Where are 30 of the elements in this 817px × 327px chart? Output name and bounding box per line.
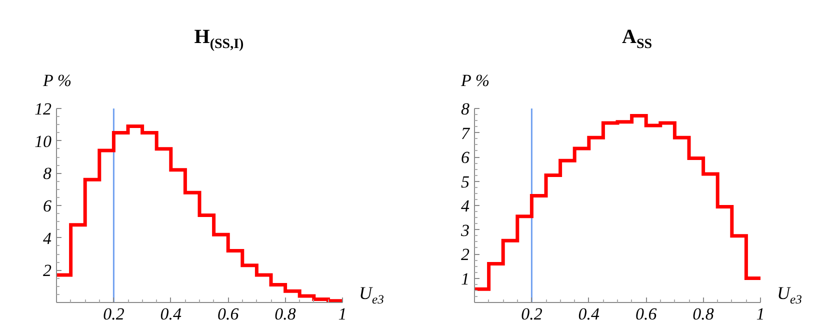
y-tick-label: 7 [461,124,471,143]
x-tick-label: 0.2 [521,304,543,324]
y-tick-label: 6 [43,196,52,216]
y-tick-label: 6 [461,148,470,167]
y-tick-label: 8 [43,164,52,184]
y-axis-title: P % [461,70,490,92]
x-tick-label: 0.4 [160,304,182,324]
x-tick-label: 0.4 [578,304,600,324]
y-tick-label: 8 [461,100,470,118]
x-tick-label: 0.8 [274,304,296,324]
y-tick-label: 5 [461,172,470,192]
x-tick-label: 1 [338,304,347,324]
y-tick-label: 4 [43,228,52,248]
y-tick-label: 2 [43,261,52,280]
x-tick-label: 0.8 [692,304,714,324]
chart-title: A$_{SS}$ [622,25,652,54]
x-tick-label: 1 [756,304,765,324]
y-tick-label: 3 [460,220,470,240]
y-axis-title: P % [43,70,72,92]
x-tick-label: 0.6 [635,304,658,324]
y-tick-label: 2 [461,245,470,264]
x-axis-title: U$_{e3}$ [359,282,384,309]
x-tick-label: 0.2 [103,304,125,324]
chart-title: H$_{(SS,I)}$ [194,25,244,54]
x-tick-label: 0.6 [217,304,240,324]
x-axis-title: U$_{e3}$ [777,282,802,309]
y-tick-label: 12 [34,100,52,118]
y-tick-label: 1 [461,269,470,288]
y-tick-label: 4 [461,196,470,216]
y-tick-label: 10 [34,132,52,151]
